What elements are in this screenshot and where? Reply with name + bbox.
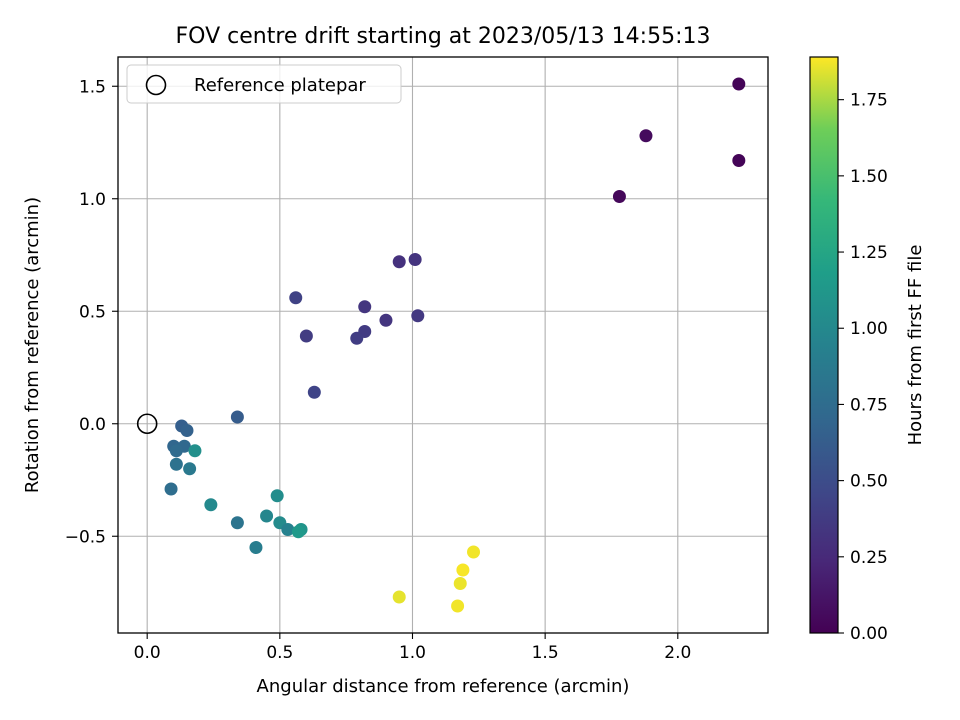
data-point <box>169 444 183 458</box>
y-tick-label: 1.5 <box>79 77 106 97</box>
data-point <box>180 424 194 437</box>
data-point <box>358 300 372 314</box>
data-point <box>281 523 295 536</box>
chart-title: FOV centre drift starting at 2023/05/13 … <box>176 24 711 49</box>
x-tick-label: 2.0 <box>664 643 691 663</box>
data-point <box>169 457 183 471</box>
data-point <box>392 255 406 269</box>
data-point <box>467 545 481 559</box>
colorbar-ticks: 0.00 0.25 0.50 0.75 1.00 1.25 1.50 1.75 <box>838 91 888 644</box>
legend-box <box>126 64 402 104</box>
x-tick-label: 1.5 <box>532 643 559 663</box>
data-point <box>451 599 465 613</box>
data-point <box>204 498 218 512</box>
legend-label: Reference platepar <box>194 75 366 96</box>
data-point <box>379 313 393 327</box>
legend-marker-icon <box>145 74 167 96</box>
data-point <box>411 309 425 323</box>
colorbar-tick-label: 1.50 <box>850 167 888 187</box>
data-point <box>307 385 321 399</box>
x-axis-label: Angular distance from reference (arcmin) <box>257 676 630 697</box>
x-tick-label: 0.5 <box>266 643 293 663</box>
reference-platepar-point <box>136 413 158 435</box>
colorbar-tick-label: 0.75 <box>850 395 888 415</box>
data-point <box>291 525 305 539</box>
data-point <box>732 77 746 91</box>
y-axis-label: Rotation from reference (arcmin) <box>22 197 43 493</box>
data-point <box>270 489 284 503</box>
x-tick-label: 0.0 <box>134 643 161 663</box>
plot-frame <box>117 56 769 634</box>
y-tick-label: 0.0 <box>79 415 106 435</box>
data-point <box>299 329 313 343</box>
colorbar-gradient <box>809 56 839 634</box>
x-axis-ticks: 0.0 0.5 1.0 1.5 2.0 <box>134 633 691 663</box>
grid-lines <box>118 57 768 633</box>
data-point <box>260 509 274 523</box>
y-tick-label: 0.5 <box>79 302 106 322</box>
data-point <box>230 410 244 424</box>
legend: Reference platepar <box>126 64 402 104</box>
colorbar-tick-label: 0.25 <box>850 548 888 568</box>
data-point <box>350 331 364 345</box>
reference-marker-layer <box>136 413 158 435</box>
data-point <box>289 291 303 305</box>
data-point <box>164 482 178 496</box>
y-axis-ticks: −0.5 0.0 0.5 1.0 1.5 <box>65 77 118 547</box>
data-point <box>249 541 263 554</box>
colorbar-label: Hours from first FF file <box>905 245 926 446</box>
data-point <box>732 154 746 167</box>
colorbar: 0.00 0.25 0.50 0.75 1.00 1.25 1.50 1.75 Hours f… <box>809 56 926 644</box>
data-point <box>453 577 467 590</box>
y-tick-label: 1.0 <box>79 190 106 210</box>
data-point <box>392 590 406 604</box>
colorbar-tick-label: 0.50 <box>850 472 888 492</box>
data-point <box>188 444 202 458</box>
scatter-points <box>164 77 746 613</box>
data-point <box>230 516 244 530</box>
x-tick-label: 1.0 <box>399 643 426 663</box>
data-point <box>639 129 653 143</box>
colorbar-tick-label: 1.00 <box>850 319 888 339</box>
data-point <box>183 462 197 476</box>
y-tick-label: −0.5 <box>65 527 106 547</box>
colorbar-tick-label: 0.00 <box>850 624 888 644</box>
data-point <box>408 253 422 266</box>
data-point <box>612 190 626 203</box>
colorbar-tick-label: 1.25 <box>850 243 888 263</box>
colorbar-tick-label: 1.75 <box>850 91 888 111</box>
data-point <box>456 563 470 577</box>
